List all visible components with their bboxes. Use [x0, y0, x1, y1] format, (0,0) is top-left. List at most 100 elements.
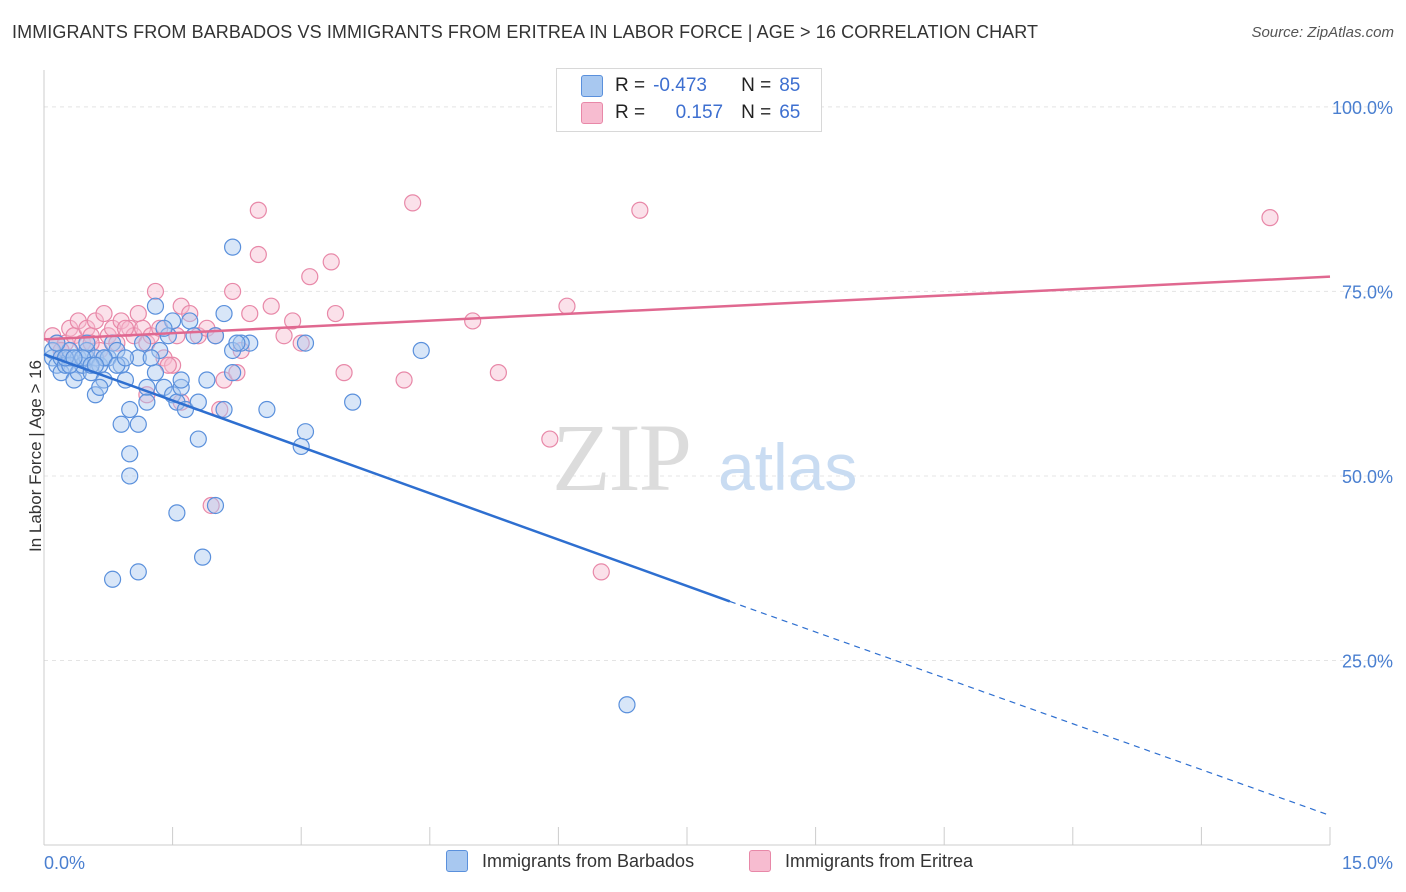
x-tick-label-min: 0.0% — [44, 853, 85, 873]
eritrea-point — [241, 304, 259, 323]
barbados-point — [228, 334, 246, 352]
source-label: Source: ZipAtlas.com — [1251, 24, 1394, 41]
barbados-point — [146, 297, 165, 315]
eritrea-point — [146, 282, 165, 301]
eritrea-point — [181, 304, 199, 323]
barbados-trend-line — [43, 352, 731, 603]
legend-swatch-barbados — [446, 850, 468, 872]
eritrea-point — [159, 356, 177, 374]
watermark-atlas: atlas — [718, 430, 857, 504]
eritrea-point — [202, 496, 220, 515]
eritrea-point — [558, 297, 576, 315]
barbados-point — [206, 496, 225, 515]
eritrea-point — [404, 194, 422, 212]
y-axis-label-wrap: In Labor Force | Age > 16 — [6, 0, 46, 892]
n-value: 85 — [779, 75, 801, 96]
eritrea-point — [292, 334, 310, 352]
barbados-point — [185, 327, 203, 345]
barbados-point — [215, 400, 233, 419]
barbados-point — [344, 393, 362, 411]
eritrea-point — [224, 282, 242, 301]
legend-swatch-eritrea — [749, 850, 771, 872]
r-value: 0.157 — [675, 102, 724, 123]
barbados-point — [129, 563, 147, 581]
barbados-point — [194, 548, 212, 566]
barbados-point — [189, 430, 207, 448]
barbados-point — [215, 304, 233, 323]
axes — [43, 70, 1331, 846]
y-tick-label: 100.0% — [1332, 98, 1393, 118]
eritrea-point — [301, 268, 319, 286]
y-tick-label: 50.0% — [1342, 467, 1393, 487]
eritrea-point — [322, 253, 340, 271]
eritrea-point — [631, 201, 649, 219]
barbados-point — [138, 393, 156, 411]
barbados-point — [224, 364, 242, 382]
watermark-zip: ZIP — [552, 404, 690, 511]
trend-lines — [43, 275, 1331, 817]
y-tick-label: 25.0% — [1342, 651, 1393, 671]
eritrea-point — [592, 563, 610, 581]
legend-label-barbados: Immigrants from Barbados — [482, 850, 695, 871]
barbados-point — [142, 349, 160, 367]
eritrea-point — [228, 364, 246, 382]
n-label: N = — [741, 75, 772, 96]
barbados-point — [133, 334, 152, 352]
stats-legend: R = -0.473 N = 85 R = 0.157 N = 65 — [556, 68, 822, 132]
barbados-trend-extension — [729, 600, 1331, 817]
legend-label-eritrea: Immigrants from Eritrea — [785, 850, 974, 871]
eritrea-point — [262, 297, 280, 315]
x-tick-labels: 0.0% 15.0% — [44, 853, 1393, 873]
barbados-point — [172, 371, 190, 389]
n-label: N = — [741, 102, 772, 123]
eritrea-point — [1261, 209, 1279, 227]
barbados-point — [198, 371, 216, 389]
barbados-point — [412, 341, 430, 360]
barbados-point — [168, 504, 186, 522]
barbados-point — [112, 415, 130, 433]
stats-row-barbados: R = -0.473 N = 85 — [581, 73, 800, 99]
barbados-point — [121, 400, 139, 419]
eritrea-point — [326, 304, 345, 323]
eritrea-point — [284, 312, 302, 330]
eritrea-point — [249, 245, 267, 264]
barbados-point — [121, 467, 139, 485]
eritrea-point — [129, 304, 147, 323]
barbados-point — [146, 364, 165, 382]
n-value: 65 — [779, 102, 801, 123]
chart-title: IMMIGRANTS FROM BARBADOS VS IMMIGRANTS F… — [12, 22, 1039, 42]
eritrea-point — [164, 356, 182, 374]
r-value: -0.473 — [653, 75, 707, 96]
barbados-point — [618, 696, 636, 714]
legend-item-barbados[interactable]: Immigrants from Barbados — [446, 850, 694, 872]
r-label: R = — [615, 102, 646, 123]
eritrea-point — [95, 304, 113, 323]
barbados-point — [116, 349, 135, 367]
legend-item-eritrea[interactable]: Immigrants from Eritrea — [749, 850, 973, 872]
r-label: R = — [615, 75, 646, 96]
barbados-point — [258, 400, 276, 419]
barbados-point — [232, 334, 250, 352]
swatch-barbados — [581, 75, 603, 97]
eritrea-point — [275, 327, 293, 345]
series-legend: Immigrants from Barbados Immigrants from… — [0, 850, 1406, 878]
barbados-point — [121, 445, 139, 463]
grid-lines — [44, 106, 1392, 661]
y-tick-labels: 25.0% 50.0% 75.0% 100.0% — [1332, 98, 1393, 672]
barbados-point — [129, 415, 147, 433]
eritrea-point — [489, 364, 507, 382]
barbados-point — [224, 238, 242, 256]
barbados-point — [103, 570, 122, 588]
eritrea-point — [395, 371, 413, 389]
stats-row-eritrea: R = 0.157 N = 65 — [581, 100, 800, 126]
barbados-point — [181, 312, 199, 330]
y-tick-label: 75.0% — [1342, 282, 1393, 302]
x-tick-label-max: 15.0% — [1342, 853, 1393, 873]
eritrea-point — [541, 430, 559, 448]
eritrea-point — [335, 364, 353, 382]
swatch-eritrea — [581, 102, 603, 124]
y-axis-label: In Labor Force | Age > 16 — [26, 360, 45, 553]
eritrea-point — [249, 201, 267, 219]
watermark: ZIP atlas — [552, 404, 857, 511]
